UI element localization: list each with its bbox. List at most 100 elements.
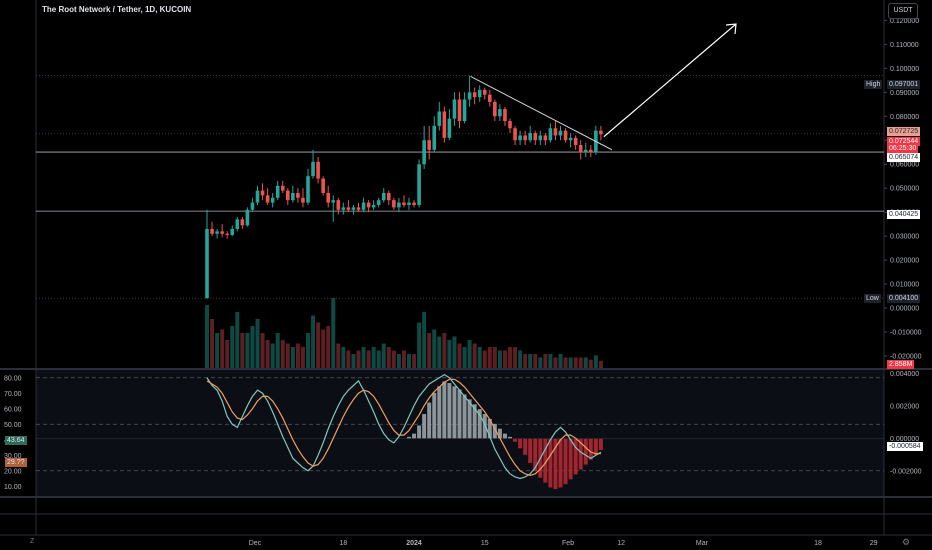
volume-label: 2.858M: [887, 360, 915, 369]
volume-bar: [260, 333, 265, 368]
candle-body: [356, 207, 361, 210]
volume-bar: [391, 350, 396, 368]
candle-body: [301, 197, 305, 203]
candle-body: [286, 190, 290, 201]
symbol-title: The Root Network / Tether, 1D, KUCOIN: [42, 5, 192, 14]
grid-lines: [36, 75, 884, 472]
volume-bar: [265, 340, 270, 368]
price-axis[interactable]: 0.120000 0.110000 0.100000 0.090000 0.080000…: [4, 18, 922, 491]
level-lower-label: 0.040425: [887, 210, 921, 219]
candle-body: [270, 197, 275, 203]
candle-body: [321, 178, 325, 193]
candle-body: [381, 192, 386, 201]
y-tick-label: 0.110000: [890, 42, 919, 49]
osc-tick-label: 80.00: [4, 375, 22, 382]
candle-body: [427, 140, 431, 150]
currency-button[interactable]: USDT: [888, 3, 918, 19]
volume-bar: [356, 350, 361, 368]
macd-hist-bar: [472, 404, 477, 439]
volume-bar: [220, 329, 225, 368]
candle-body: [371, 204, 376, 208]
volume-bar: [442, 333, 447, 368]
y-tick-label: 0.030000: [890, 234, 919, 241]
volume-bar: [255, 319, 260, 368]
macd-hist-bar: [477, 409, 482, 439]
candle-body: [452, 99, 457, 119]
volume-bar: [553, 357, 558, 368]
candle-body: [250, 202, 255, 210]
countdown-label: 06:25:30: [887, 144, 919, 153]
macd-hist-bar: [467, 399, 472, 439]
volume-bar: [351, 354, 356, 368]
volume-bar: [523, 354, 528, 368]
volume-bar: [245, 333, 250, 368]
candle-body: [508, 121, 512, 129]
candle-body: [366, 202, 371, 208]
volume-bar: [336, 343, 341, 368]
volume-bar: [366, 350, 371, 368]
x-tick-label: 2024: [406, 540, 422, 547]
volume-bar: [331, 298, 336, 368]
y-tick-label: 0.010000: [890, 282, 919, 289]
candle-body: [462, 99, 467, 122]
volume-bar: [492, 347, 497, 368]
stoch-rsi-k-line: [206, 373, 602, 480]
timezone-button[interactable]: Z: [30, 538, 35, 545]
volume-bar: [361, 347, 366, 368]
candle-body: [563, 130, 568, 141]
macd-hist-bar: [578, 438, 583, 470]
volume-bar: [215, 333, 220, 368]
low-value-label: 0.004100: [887, 294, 921, 303]
y-tick-label: 0.090000: [890, 90, 919, 97]
candle-body: [493, 101, 497, 117]
x-tick-label: 18: [814, 540, 822, 547]
candle-body: [336, 200, 341, 210]
candle-body: [296, 192, 300, 198]
time-axis[interactable]: Dec 18 2024 15 Feb 12 Mar 18 29: [249, 540, 878, 547]
volume-bar: [407, 354, 411, 368]
candle-body: [235, 219, 240, 229]
volume-bar: [457, 343, 462, 368]
volume-bar: [573, 357, 578, 368]
volume-bars: [205, 298, 603, 368]
macd-hist-bar: [452, 386, 457, 439]
x-tick-label: 15: [481, 540, 489, 547]
candle-body: [245, 209, 250, 226]
volume-bar: [401, 350, 406, 368]
candle-body: [311, 161, 315, 177]
macd-hist-bar: [583, 438, 588, 465]
volume-bar: [422, 312, 427, 368]
macd-tick-label: 0.004000: [890, 371, 919, 378]
volume-bar: [280, 340, 285, 368]
macd-hist-bar: [437, 386, 442, 439]
y-tick-label: -0.010000: [890, 330, 922, 337]
x-tick-label: 18: [339, 540, 347, 547]
y-tick-label: 0.050000: [890, 186, 919, 193]
volume-bar: [316, 322, 321, 368]
candle-body: [477, 89, 482, 98]
osc-tick-label: 60.00: [4, 406, 22, 413]
volume-bar: [563, 357, 568, 368]
low-tag: Low: [864, 294, 881, 303]
volume-bar: [396, 354, 401, 368]
candle-body: [548, 128, 553, 141]
macd-hist-bar: [533, 438, 538, 472]
settings-icon[interactable]: ⚙: [902, 537, 911, 547]
x-tick-label: 29: [870, 540, 878, 547]
volume-bar: [543, 354, 548, 368]
macd-hist-bar: [422, 414, 427, 439]
candle-body: [407, 202, 411, 205]
macd-hist-bar: [523, 438, 528, 455]
candle-body: [210, 228, 214, 234]
arrow-head: [725, 23, 737, 35]
candle-body: [523, 135, 527, 141]
candle-body: [397, 202, 401, 208]
volume-bar: [538, 357, 543, 368]
x-tick-label: Dec: [249, 540, 262, 547]
volume-bar: [472, 343, 477, 368]
macd-hist-bar: [457, 389, 462, 439]
macd-hist-bar: [543, 438, 548, 483]
candle-body: [543, 135, 548, 141]
